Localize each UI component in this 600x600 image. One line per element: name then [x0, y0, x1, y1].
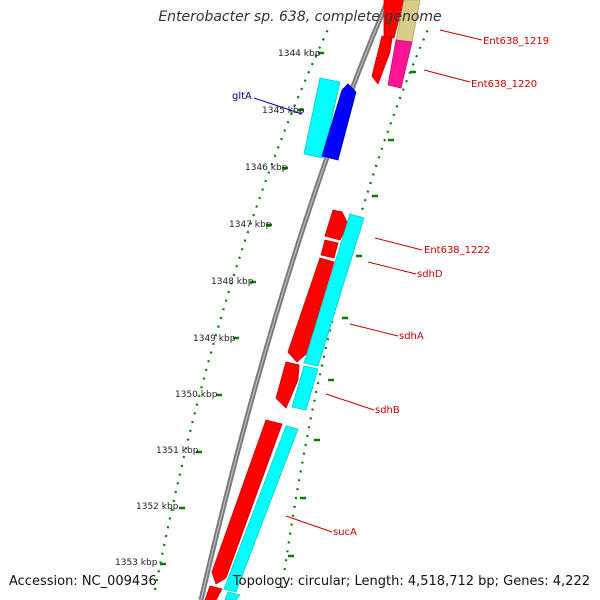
inner-tick-marks	[288, 70, 416, 558]
label-sucA[interactable]: sucA	[333, 527, 357, 538]
tick-label: 1350 kbp	[175, 390, 218, 400]
tick-label: 1349 kbp	[193, 334, 236, 344]
label-ent1220[interactable]: Ent638_1220	[471, 79, 537, 90]
tick-label: 1344 kbp	[278, 49, 321, 59]
gene-ent1220-red[interactable]	[371, 35, 393, 85]
genome-backbone-highlight	[200, 0, 389, 600]
gene-sdh-cyan[interactable]	[303, 213, 365, 367]
gene-bottom-cyan[interactable]	[224, 591, 241, 600]
outer-dotted-ruler	[153, 24, 331, 591]
tick-label: 1345 kbp	[262, 106, 305, 116]
tick-label: 1347 kbp	[229, 220, 272, 230]
kbp-tick-marks	[160, 51, 324, 566]
gene-bottom-red[interactable]	[204, 585, 223, 600]
gene-sdhA-red[interactable]	[287, 257, 335, 363]
tick-label: 1353 kbp	[115, 558, 158, 568]
gene-sucA-red[interactable]	[211, 419, 283, 585]
gene-gltA-cyan[interactable]	[303, 77, 341, 159]
label-sdhA[interactable]: sdhA	[399, 331, 424, 342]
genome-backbone	[198, 0, 391, 600]
label-ent1219[interactable]: Ent638_1219	[483, 36, 549, 47]
tick-label: 1352 kbp	[136, 502, 179, 512]
kbp-labels: 1344 kbp 1345 kbp 1346 kbp 1347 kbp 1348…	[115, 49, 321, 568]
genome-title: Enterobacter sp. 638, complete genome	[158, 9, 442, 25]
label-gltA[interactable]: gltA	[232, 91, 252, 102]
gene-ent1220-magenta[interactable]	[387, 39, 413, 89]
gene-sucB-cyan[interactable]	[223, 425, 299, 593]
label-sdhD[interactable]: sdhD	[417, 269, 443, 280]
tick-label: 1348 kbp	[211, 277, 254, 287]
label-sdhB[interactable]: sdhB	[375, 405, 400, 416]
gene-ent1219-red[interactable]	[383, 0, 405, 39]
gene-labels: gltA Ent638_1219 Ent638_1220 Ent638_1222…	[232, 36, 549, 538]
gene-sdhB-cyan[interactable]	[291, 365, 319, 411]
gene-gltA-arrow[interactable]	[321, 83, 357, 161]
accession-text: Accession: NC_009436	[9, 574, 157, 589]
genome-summary-text: Topology: circular; Length: 4,518,712 bp…	[232, 574, 590, 589]
tick-label: 1351 kbp	[156, 446, 199, 456]
tick-label: 1346 kbp	[245, 163, 288, 173]
label-leader-lines	[253, 29, 483, 533]
label-ent1222[interactable]: Ent638_1222	[424, 245, 490, 256]
gene-sdhD-red[interactable]	[320, 239, 339, 259]
gene-ent1222-red[interactable]	[324, 209, 349, 241]
gene-sdhB-red[interactable]	[275, 361, 300, 409]
